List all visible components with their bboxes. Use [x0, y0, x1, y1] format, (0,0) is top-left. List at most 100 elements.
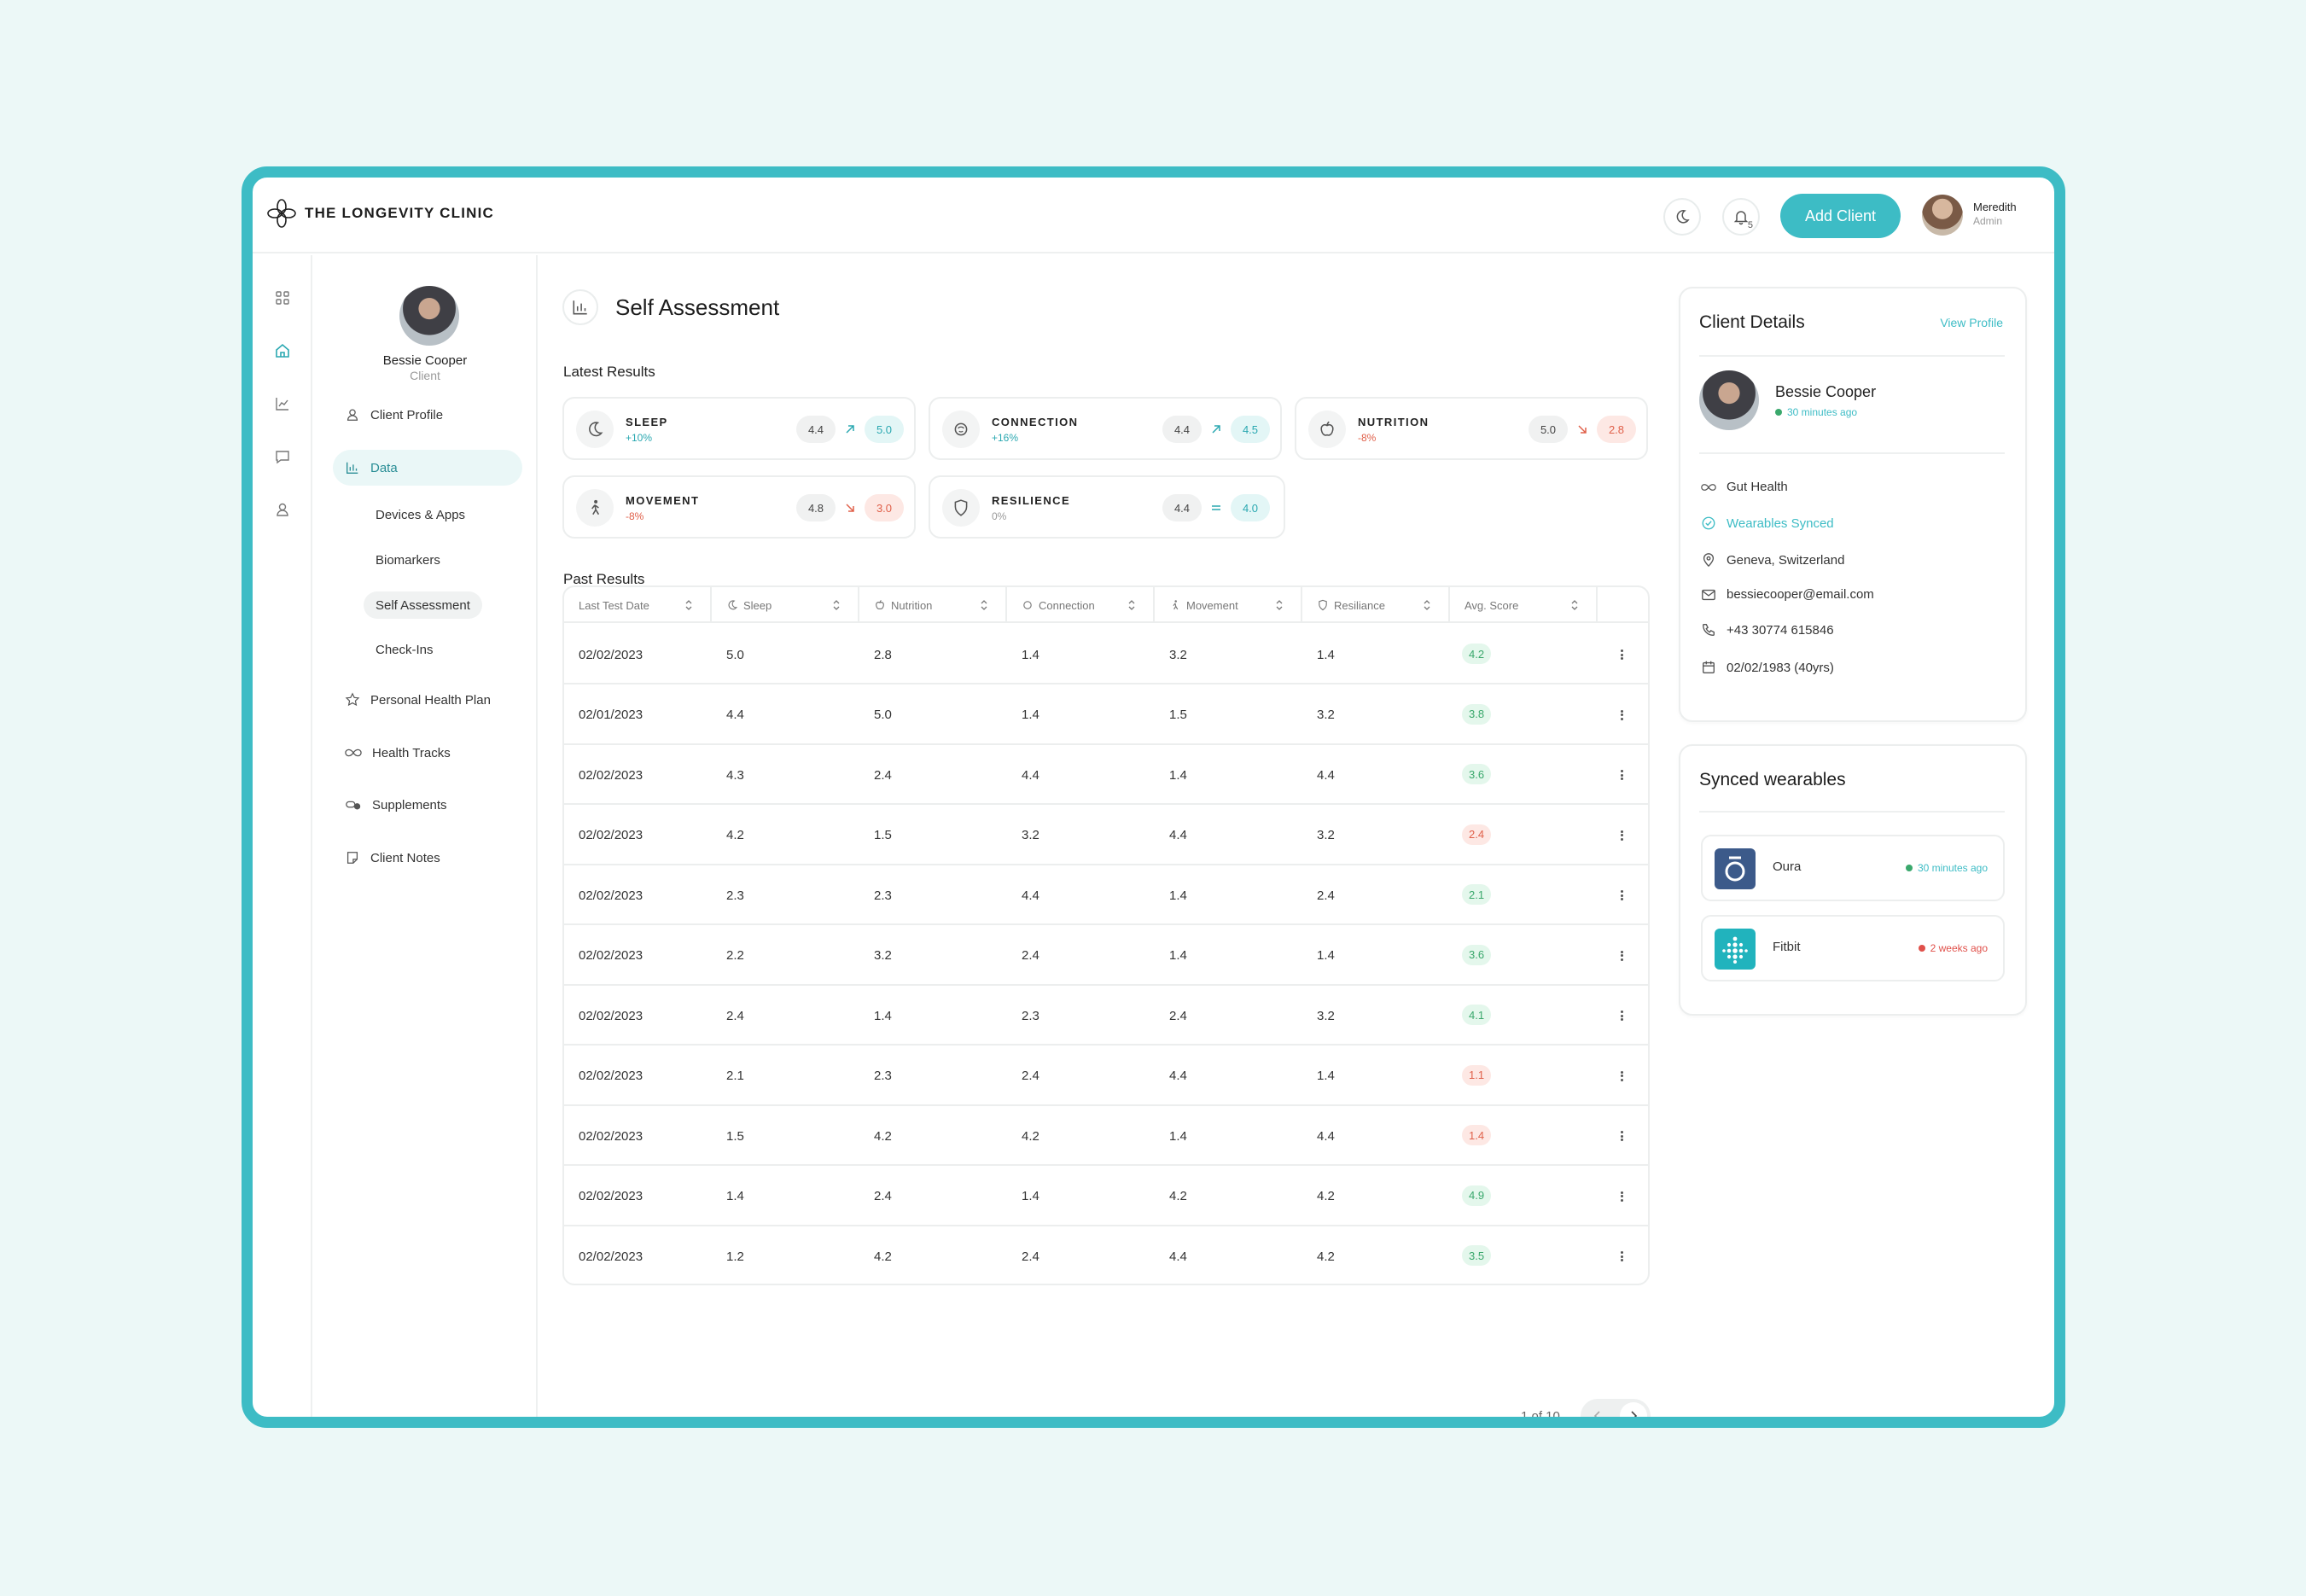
result-card-nutrition[interactable]: NUTRITION -8% 5.0 2.8 [1295, 397, 1648, 460]
sort-icon[interactable] [1423, 599, 1431, 611]
row-more-icon[interactable] [1617, 706, 1626, 725]
info-text: bessiecooper@email.com [1727, 587, 1874, 602]
cell-score: 2.4 [726, 1008, 744, 1023]
table-row[interactable]: 02/02/2023 1.5 4.2 4.2 1.4 4.4 1.4 [564, 1106, 1648, 1166]
table-row[interactable]: 02/02/2023 4.3 2.4 4.4 1.4 4.4 3.6 [564, 745, 1648, 805]
cell-score: 1.4 [1022, 647, 1039, 662]
app-window: THE LONGEVITY CLINIC 5 Add Client Meredi… [242, 166, 2065, 1428]
column-label: Nutrition [891, 598, 933, 612]
row-more-icon[interactable] [1617, 1247, 1626, 1266]
wearable-fitbit[interactable]: Fitbit 2 weeks ago [1701, 915, 2005, 981]
result-card-sleep[interactable]: SLEEP +10% 4.4 5.0 [562, 397, 916, 460]
cell-score: 5.0 [726, 647, 744, 662]
cell-score: 2.3 [874, 888, 892, 903]
view-profile-link[interactable]: View Profile [1940, 316, 2003, 329]
row-more-icon[interactable] [1617, 1006, 1626, 1025]
nav-client-profile[interactable]: Client Profile [333, 397, 522, 433]
column-header-date[interactable]: Last Test Date [564, 587, 712, 623]
sort-icon[interactable] [1570, 599, 1579, 611]
cell-score: 2.3 [874, 1069, 892, 1083]
row-more-icon[interactable] [1617, 1187, 1626, 1206]
result-card-connection[interactable]: CONNECTION +16% 4.4 4.5 [929, 397, 1282, 460]
table-row[interactable]: 02/02/2023 2.1 2.3 2.4 4.4 1.4 1.1 [564, 1046, 1648, 1106]
row-more-icon[interactable] [1617, 947, 1626, 965]
column-header-connection[interactable]: Connection [1007, 587, 1155, 623]
cell-date: 02/02/2023 [579, 888, 643, 903]
nav-label: Personal Health Plan [370, 692, 491, 708]
cell-score: 4.2 [1317, 1249, 1335, 1264]
subnav-biomarkers[interactable]: Biomarkers [376, 552, 440, 568]
sort-icon[interactable] [832, 599, 841, 611]
rail-home[interactable] [272, 341, 293, 361]
brand-logo[interactable]: THE LONGEVITY CLINIC [267, 199, 494, 228]
card-label: SLEEP [626, 416, 668, 428]
nav-data[interactable]: Data [333, 450, 522, 486]
prev-page-button[interactable] [1584, 1402, 1611, 1417]
row-more-icon[interactable] [1617, 645, 1626, 664]
info-phone[interactable]: +43 30774 615846 [1701, 622, 1834, 638]
dark-mode-toggle[interactable] [1663, 198, 1701, 236]
card-label: MOVEMENT [626, 494, 700, 507]
walking-icon [591, 499, 600, 515]
row-more-icon[interactable] [1617, 1127, 1626, 1145]
apple-icon [1320, 421, 1334, 436]
cell-score: 2.3 [726, 888, 744, 903]
row-more-icon[interactable] [1617, 826, 1626, 845]
row-more-icon[interactable] [1617, 1067, 1626, 1086]
subnav-self-assessment[interactable]: Self Assessment [364, 591, 482, 619]
subnav-check-ins[interactable]: Check-Ins [376, 642, 434, 657]
rail-dashboard[interactable] [272, 288, 293, 308]
notifications-button[interactable]: 5 [1722, 198, 1760, 236]
wearable-oura[interactable]: Oura 30 minutes ago [1701, 835, 2005, 901]
cell-score: 2.3 [1022, 1008, 1039, 1023]
row-more-icon[interactable] [1617, 886, 1626, 905]
subnav-devices-apps[interactable]: Devices & Apps [376, 507, 466, 522]
nav-personal-health-plan[interactable]: Personal Health Plan [333, 682, 522, 718]
nav-client-notes[interactable]: Client Notes [333, 840, 522, 876]
column-header-resilience[interactable]: Resiliance [1302, 587, 1450, 623]
nav-health-tracks[interactable]: Health Tracks [333, 735, 522, 771]
result-card-movement[interactable]: MOVEMENT -8% 4.8 3.0 [562, 475, 916, 539]
row-more-icon[interactable] [1617, 766, 1626, 784]
cell-score: 1.4 [1169, 888, 1187, 903]
column-header-avg-score[interactable]: Avg. Score [1450, 587, 1598, 623]
status-text: 2 weeks ago [1930, 942, 1988, 954]
next-page-button[interactable] [1620, 1402, 1647, 1417]
sort-icon[interactable] [684, 599, 693, 611]
add-client-button[interactable]: Add Client [1780, 194, 1901, 238]
rail-messages[interactable] [272, 446, 293, 467]
table-row[interactable]: 02/01/2023 4.4 5.0 1.4 1.5 3.2 3.8 [564, 685, 1648, 745]
nav-label: Client Profile [370, 407, 444, 422]
rail-analytics[interactable] [272, 393, 293, 414]
table-row[interactable]: 02/02/2023 1.4 2.4 1.4 4.2 4.2 4.9 [564, 1167, 1648, 1226]
cell-score: 3.2 [1317, 708, 1335, 722]
cell-score: 1.4 [1169, 948, 1187, 963]
table-row[interactable]: 02/02/2023 5.0 2.8 1.4 3.2 1.4 4.2 [564, 625, 1648, 684]
nav-supplements[interactable]: Supplements [333, 787, 522, 823]
table-row[interactable]: 02/02/2023 1.2 4.2 2.4 4.4 4.2 3.5 [564, 1226, 1648, 1284]
info-email[interactable]: bessiecooper@email.com [1701, 587, 1874, 602]
info-wearables-synced: Wearables Synced [1701, 515, 1834, 531]
table-row[interactable]: 02/02/2023 4.2 1.5 3.2 4.4 3.2 2.4 [564, 806, 1648, 865]
column-header-sleep[interactable]: Sleep [712, 587, 859, 623]
info-gut-health: Gut Health [1701, 480, 1788, 494]
table-row[interactable]: 02/02/2023 2.3 2.3 4.4 1.4 2.4 2.1 [564, 865, 1648, 925]
column-header-nutrition[interactable]: Nutrition [859, 587, 1007, 623]
cell-score: 4.3 [726, 767, 744, 783]
cell-score: 3.2 [1317, 828, 1335, 842]
column-header-movement[interactable]: Movement [1155, 587, 1302, 623]
sort-icon[interactable] [980, 599, 988, 611]
sort-icon[interactable] [1127, 599, 1136, 611]
sort-icon[interactable] [1275, 599, 1284, 611]
admin-user-info[interactable]: Meredith Admin [1973, 200, 2017, 229]
pagination-text: 1 of 10 [1521, 1409, 1560, 1424]
result-card-resilience[interactable]: RESILIENCE 0% 4.4 4.0 [929, 475, 1285, 539]
cell-score: 2.4 [874, 1189, 892, 1203]
info-text: Gut Health [1727, 480, 1788, 494]
divider [1699, 355, 2005, 357]
cell-date: 02/02/2023 [579, 1249, 643, 1264]
admin-avatar[interactable] [1922, 195, 1963, 236]
rail-users[interactable] [272, 499, 293, 520]
table-row[interactable]: 02/02/2023 2.2 3.2 2.4 1.4 1.4 3.6 [564, 926, 1648, 986]
table-row[interactable]: 02/02/2023 2.4 1.4 2.3 2.4 3.2 4.1 [564, 986, 1648, 1046]
